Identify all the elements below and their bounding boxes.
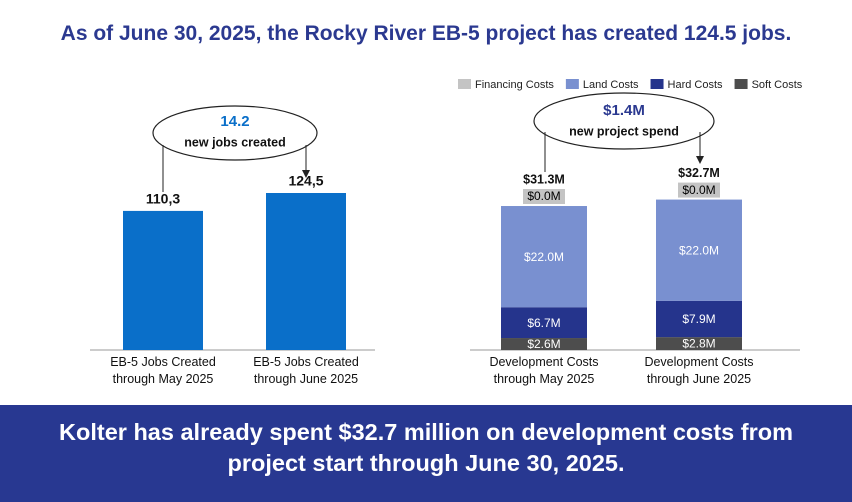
bar [266, 193, 346, 350]
legend-swatch [734, 79, 748, 89]
bar-segment [501, 307, 587, 339]
legend-swatch [458, 79, 471, 89]
bar-segment [656, 337, 742, 350]
value-label: $22.0M [679, 243, 719, 257]
x-tick-label: Development Costs through June 2025 [644, 355, 754, 386]
arrow-head [302, 170, 310, 178]
legend-label: Financing Costs [475, 79, 554, 91]
annotation-text: new jobs created [184, 135, 285, 149]
value-label: $2.8M [682, 337, 715, 351]
value-label: $22.0M [524, 250, 564, 264]
bar-segment [656, 199, 742, 301]
x-tick-label: EB-5 Jobs Created through May 2025 [110, 355, 216, 386]
legend-label: Hard Costs [668, 79, 724, 91]
value-label: $2.6M [527, 337, 560, 351]
bar-segment [501, 206, 587, 308]
value-label: $6.7M [527, 316, 560, 330]
charts: 14.2 new jobs created $1.4M new project … [90, 79, 803, 351]
footer-text: Kolter has already spent $32.7 million o… [59, 419, 793, 476]
bar-segment [501, 338, 587, 350]
annotation-text: new project spend [569, 124, 679, 138]
arrow-head [696, 156, 704, 164]
total-label: $31.3M [523, 172, 565, 186]
total-label: $32.7M [678, 166, 720, 180]
legend-swatch [650, 79, 664, 89]
x-tick-label: Development Costs through May 2025 [489, 355, 599, 386]
x-tick-label: EB-5 Jobs Created through June 2025 [253, 355, 359, 386]
bar [123, 210, 203, 350]
footer-banner: Kolter has already spent $32.7 million o… [0, 405, 852, 502]
value-label: $0.0M [682, 183, 715, 197]
annotation-value: 14.2 [220, 113, 249, 130]
value-label: $0.0M [527, 189, 560, 203]
value-label: $7.9M [682, 312, 715, 326]
annotation-value: $1.4M [603, 102, 645, 119]
legend-label: Land Costs [583, 79, 639, 91]
value-label: 110,3 [146, 191, 180, 207]
slide-title: As of June 30, 2025, the Rocky River EB-… [60, 22, 792, 45]
bar-segment [656, 300, 742, 338]
legend-label: Soft Costs [752, 79, 803, 91]
annotation-bubble [533, 92, 715, 150]
label-box [523, 189, 565, 205]
value-label: 124,5 [288, 173, 323, 189]
legend-swatch [565, 79, 579, 89]
annotation-bubble [152, 105, 318, 161]
label-box [678, 182, 720, 198]
